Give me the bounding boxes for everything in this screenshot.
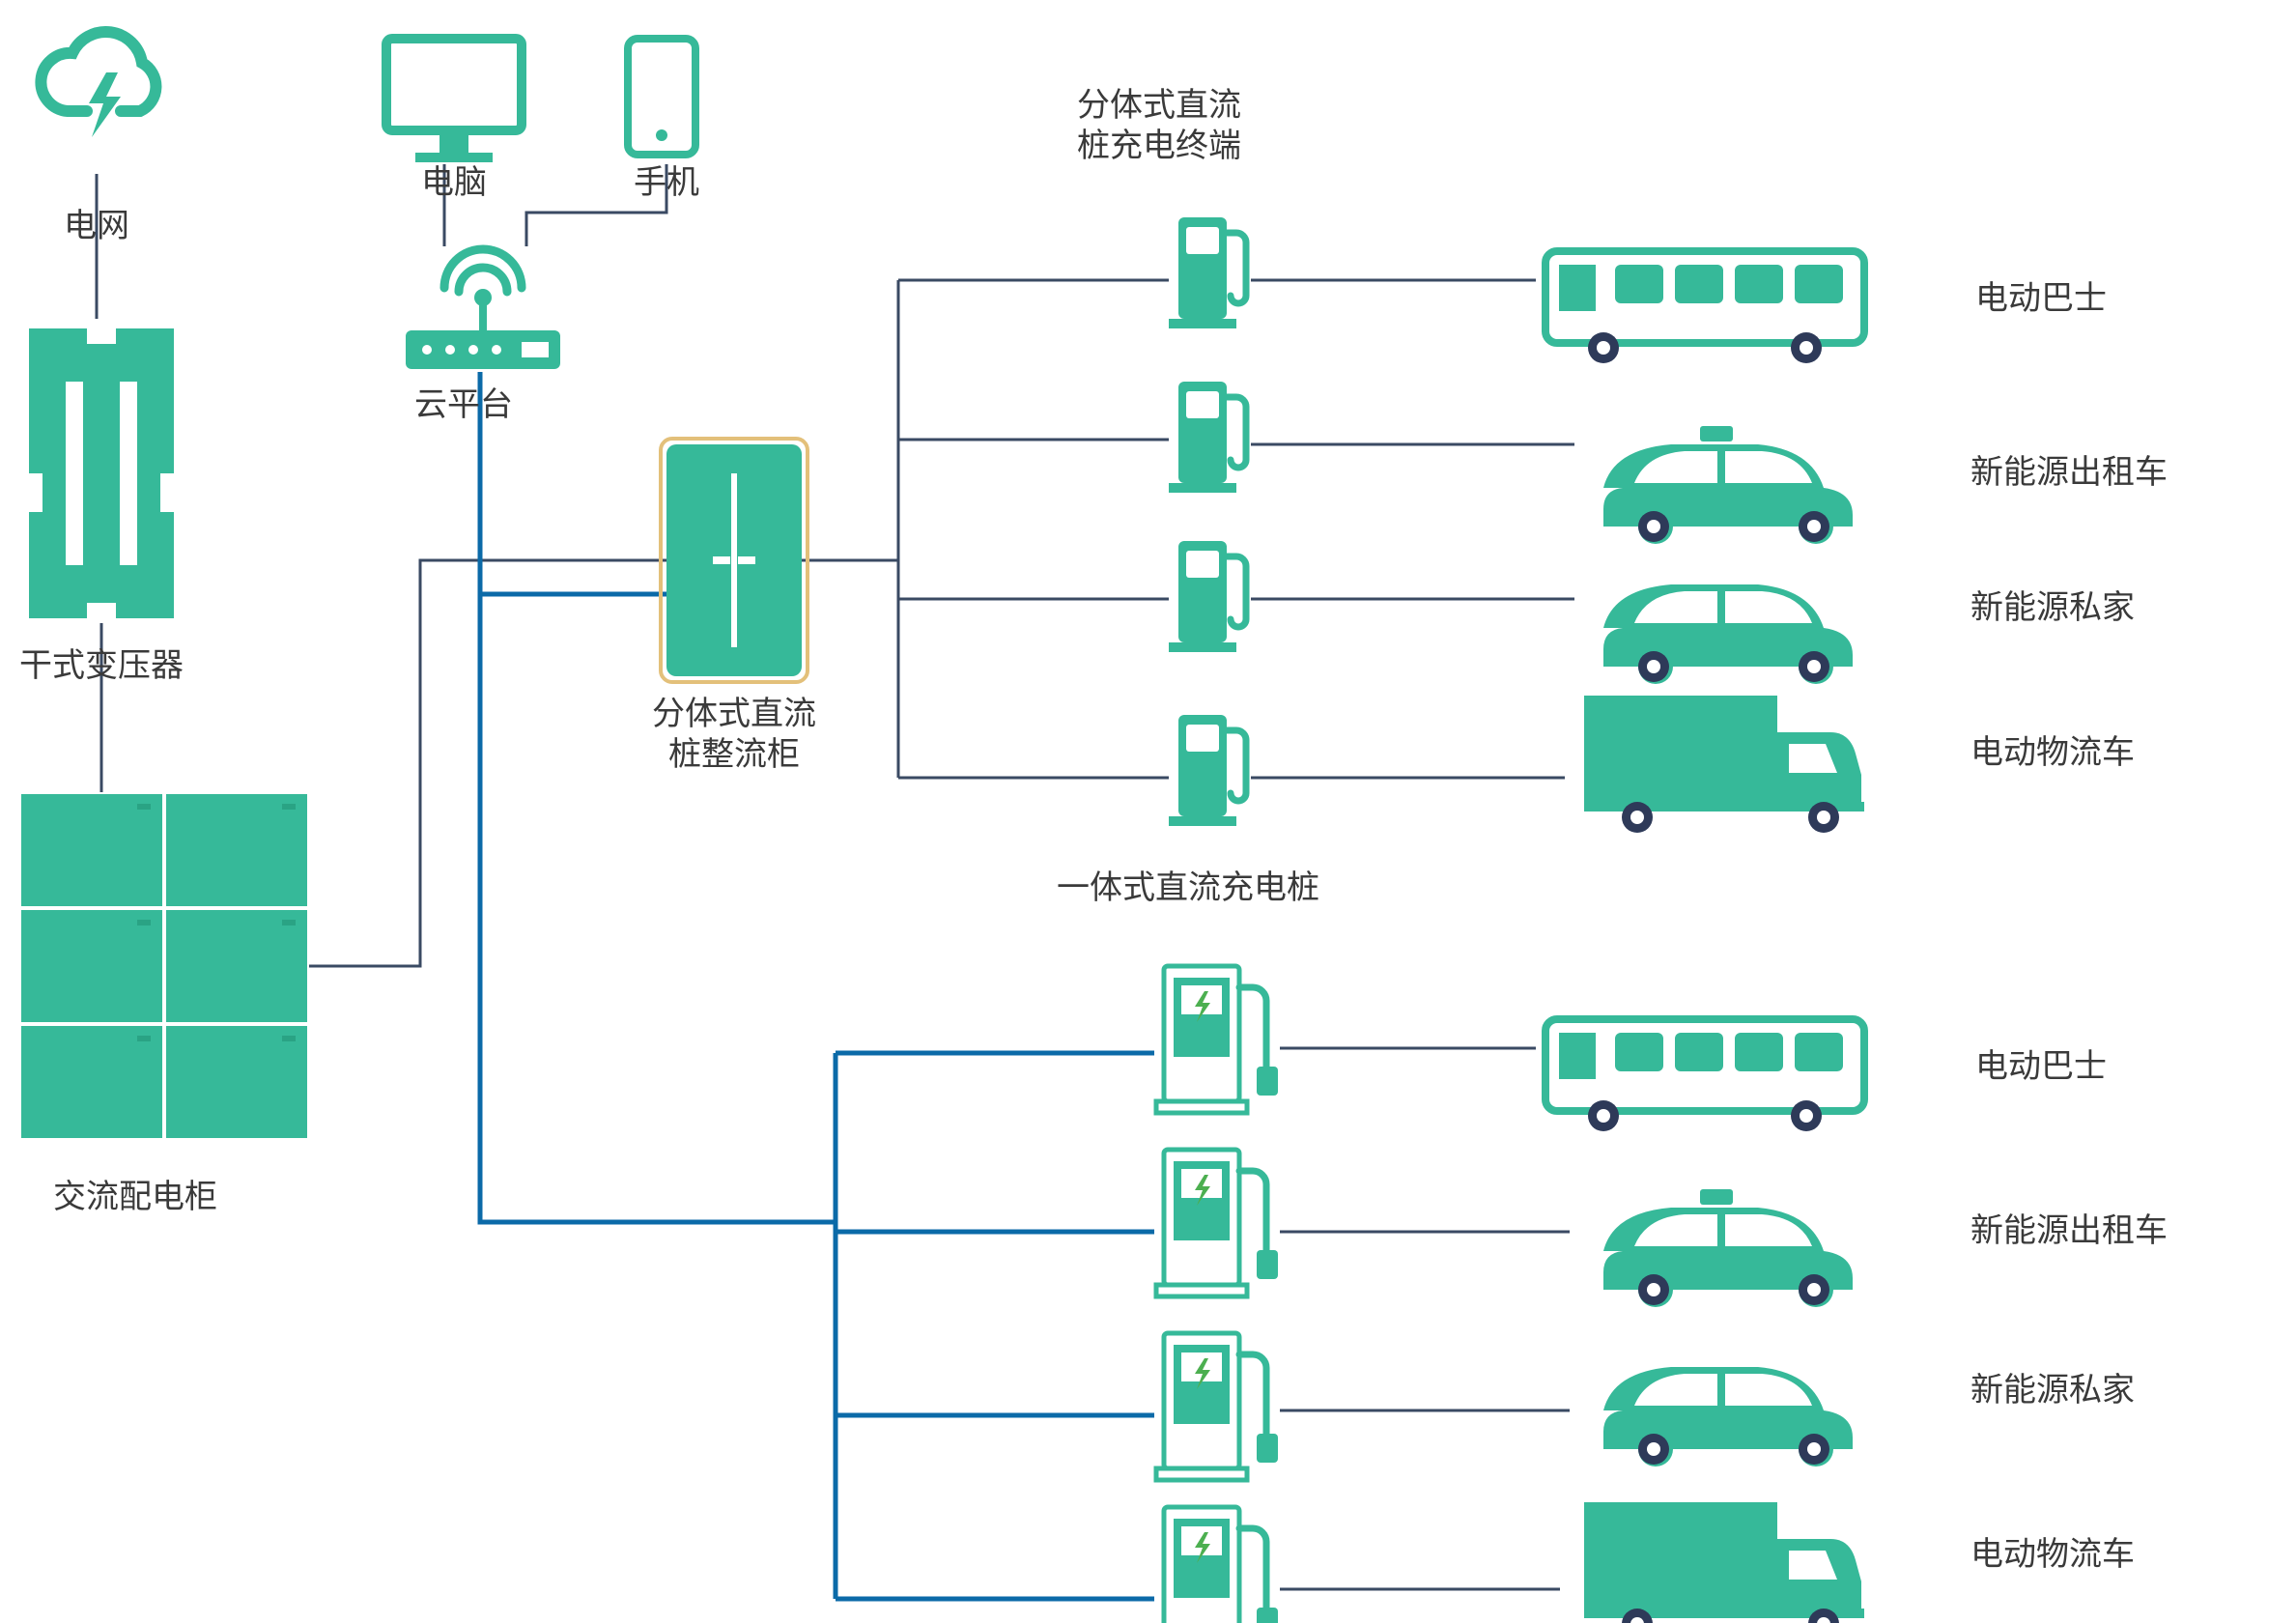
vehicle-label: 电动物流车: [1970, 1527, 2135, 1575]
vehicle-label: 电动巴士: [1975, 1039, 2107, 1087]
split-terminal-icon: [1169, 382, 1246, 493]
integrated-charger-icon: [1156, 1507, 1278, 1623]
rectifier-icon: [661, 439, 808, 682]
split-terminal-icon: [1169, 217, 1246, 328]
vehicle-label: 电动巴士: [1975, 271, 2107, 319]
integrated-charger-icon: [1156, 966, 1278, 1113]
transformer-icon: [29, 328, 174, 618]
car-icon: [1603, 584, 1853, 684]
integrated-charger-icon: [1156, 1150, 1278, 1296]
grid-icon: [41, 32, 156, 137]
computer-label: 电脑: [421, 156, 487, 203]
cloud-label: 云平台: [414, 378, 513, 425]
ac-cabinet-icon: [21, 794, 307, 1138]
integrated-label: 一体式直流充电桩: [1057, 861, 1319, 908]
ac-cabinet-label: 交流配电柜: [53, 1170, 217, 1217]
split-term-label-2: 桩充电终端: [1077, 119, 1241, 166]
grid-label: 电网: [64, 199, 129, 246]
wire-thin: [309, 560, 666, 966]
integrated-charger-icon: [1156, 1333, 1278, 1480]
truck-icon: [1584, 696, 1864, 833]
split-terminal-icon: [1169, 715, 1246, 826]
car-icon: [1603, 1367, 1853, 1466]
router-icon: [406, 249, 560, 369]
split-terminal-icon: [1169, 541, 1246, 652]
vehicle-label: 新能源私家: [1970, 581, 2135, 628]
phone-icon: [628, 39, 695, 155]
vehicle-label: 新能源出租车: [1970, 1204, 2168, 1251]
phone-label: 手机: [634, 156, 699, 203]
bus-icon: [1545, 1019, 1864, 1131]
vehicle-label: 新能源私家: [1970, 1363, 2135, 1410]
vehicle-label: 电动物流车: [1970, 726, 2135, 773]
bus-icon: [1545, 251, 1864, 363]
transformer-label: 干式变压器: [19, 639, 184, 686]
truck-icon: [1584, 1502, 1864, 1623]
rectifier-label-2: 桩整流柜: [668, 727, 800, 775]
vehicle-label: 新能源出租车: [1970, 445, 2168, 493]
taxi-icon: [1603, 1189, 1853, 1307]
computer-icon: [386, 39, 522, 162]
taxi-icon: [1603, 426, 1853, 544]
